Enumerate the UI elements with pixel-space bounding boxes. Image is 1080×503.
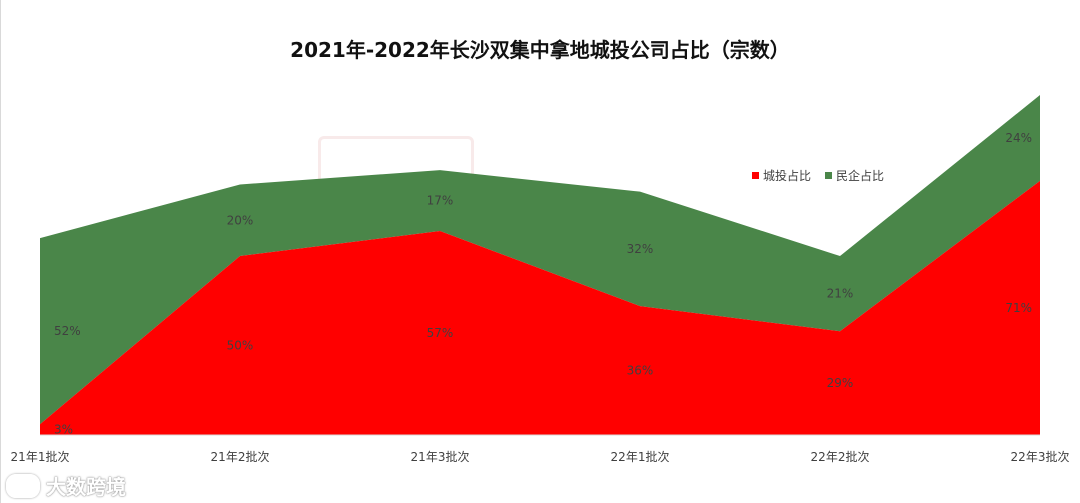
legend-label-minqi: 民企占比 [836,169,885,183]
watermark-text: 大数跨境 [46,475,126,499]
data-label: 24% [1005,131,1032,145]
legend-swatch-chengtou [752,172,759,179]
legend: 城投占比 民企占比 [752,167,884,184]
data-label: 20% [227,213,254,227]
x-tick-label: 21年2批次 [211,449,270,464]
x-tick-label: 22年1批次 [611,449,670,464]
data-label: 32% [627,242,654,256]
data-label: 3% [54,423,73,437]
watermark-logo-icon [6,473,40,498]
legend-item-minqi: 民企占比 [825,167,884,184]
legend-label-chengtou: 城投占比 [763,169,812,183]
data-label: 29% [827,376,854,390]
data-label: 21% [827,287,854,301]
area-series-1 [40,95,1040,425]
data-label: 50% [227,339,254,353]
data-label: 71% [1005,301,1032,315]
data-label: 36% [627,364,654,378]
x-tick-label: 22年3批次 [1011,449,1070,464]
x-tick-label: 22年2批次 [811,449,870,464]
data-label: 57% [427,326,454,340]
legend-item-chengtou: 城投占比 [752,167,811,184]
data-label: 52% [54,324,81,338]
legend-swatch-minqi [825,172,833,179]
area-series-0 [40,180,1040,435]
x-tick-label: 21年1批次 [11,449,70,464]
watermark: 大数跨境 [6,471,126,500]
chart-title: 2021年-2022年长沙双集中拿地城投公司占比（宗数） [290,38,790,62]
x-tick-label: 21年3批次 [411,449,470,464]
data-label: 17% [427,194,454,208]
